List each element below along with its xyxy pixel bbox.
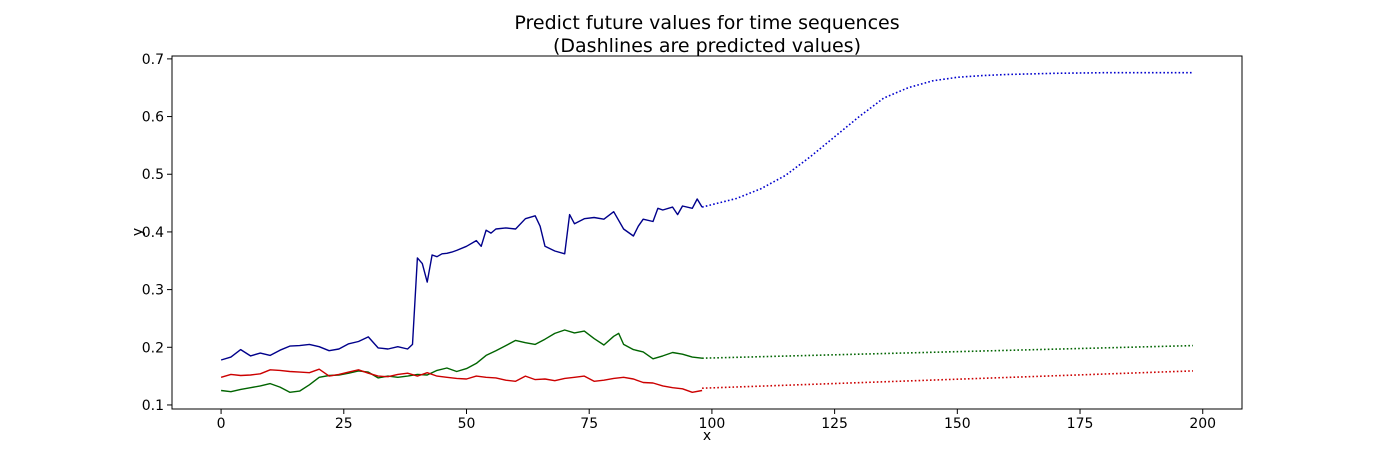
y-tick-label: 0.6 bbox=[142, 110, 164, 126]
x-tick-label: 0 bbox=[217, 416, 226, 432]
observed-series-line-2 bbox=[220, 368, 703, 393]
observed-series-line-0 bbox=[220, 198, 703, 361]
plot-frame bbox=[171, 55, 1243, 410]
x-axis-label: x bbox=[703, 428, 711, 444]
x-tick-label: 50 bbox=[458, 416, 476, 432]
y-tick-label: 0.1 bbox=[142, 398, 164, 414]
predicted-series-line-5 bbox=[702, 370, 1193, 389]
predicted-series-line-3 bbox=[701, 71, 1193, 208]
x-tick-label: 75 bbox=[580, 416, 598, 432]
x-tick-label: 150 bbox=[944, 416, 971, 432]
y-tick-label: 0.7 bbox=[142, 52, 164, 68]
y-tick-label: 0.2 bbox=[142, 340, 164, 356]
y-tick-label: 0.3 bbox=[142, 283, 164, 299]
x-tick-label: 125 bbox=[821, 416, 848, 432]
x-tick-label: 100 bbox=[699, 416, 726, 432]
chart-title: Predict future values for time sequences bbox=[514, 12, 899, 34]
observed-series-line-1 bbox=[221, 329, 703, 393]
y-tick-label: 0.4 bbox=[142, 225, 164, 241]
y-tick-label: 0.5 bbox=[142, 167, 164, 183]
chart-subtitle: (Dashlines are predicted values) bbox=[553, 35, 861, 57]
y-axis-label: y bbox=[130, 228, 146, 236]
y-axis: 0.1 0.2 0.3 0.4 0.5 0.6 0.7 bbox=[142, 52, 172, 414]
predicted-series-line-4 bbox=[702, 344, 1193, 359]
plot-area bbox=[220, 71, 1193, 393]
x-tick-label: 175 bbox=[1067, 416, 1094, 432]
x-tick-label: 25 bbox=[335, 416, 353, 432]
x-tick-label: 200 bbox=[1189, 416, 1216, 432]
x-axis: 0 25 50 75 100 125 150 175 200 bbox=[217, 409, 1216, 432]
